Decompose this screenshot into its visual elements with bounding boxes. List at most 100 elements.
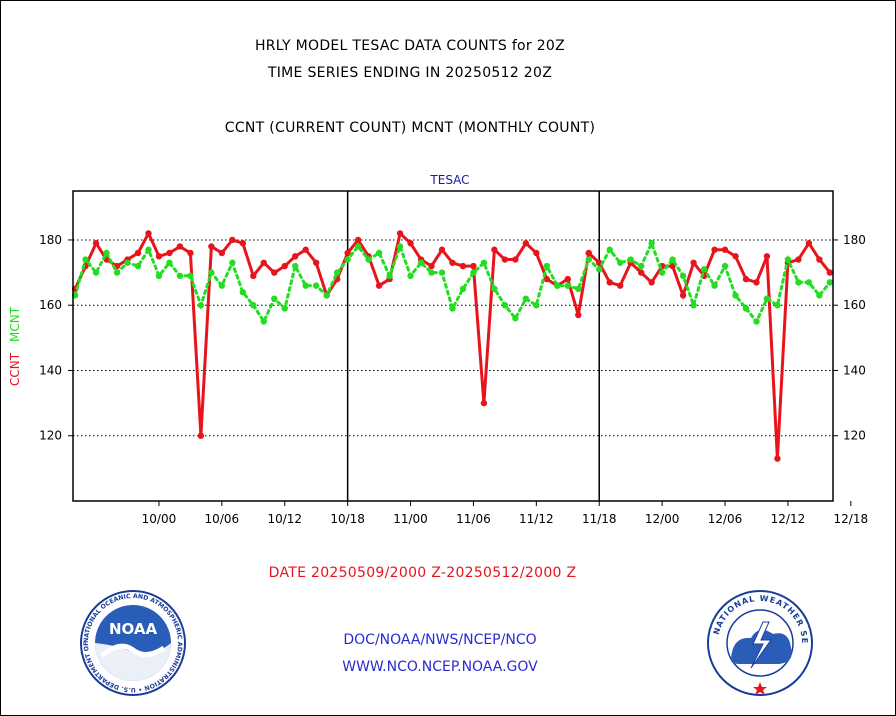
y-tick-label-left: 140 — [39, 363, 62, 377]
x-tick-label: 11/00 — [393, 512, 428, 526]
data-point-ccnt — [533, 249, 540, 257]
data-point-ccnt — [753, 279, 760, 286]
data-point-mcnt — [753, 318, 760, 325]
data-point-mcnt — [176, 272, 184, 280]
data-point-mcnt — [711, 282, 718, 289]
data-point-mcnt — [333, 269, 341, 276]
y-tick-label-right: 160 — [843, 298, 866, 312]
data-point-ccnt — [271, 269, 278, 276]
data-point-mcnt — [260, 318, 267, 325]
data-point-mcnt — [554, 282, 561, 289]
data-point-mcnt — [480, 259, 488, 266]
data-point-mcnt — [774, 302, 781, 309]
data-point-mcnt — [784, 256, 792, 263]
data-point-mcnt — [134, 262, 142, 270]
data-point-ccnt — [711, 246, 718, 253]
data-point-mcnt — [92, 269, 100, 276]
x-tick-label: 11/12 — [519, 512, 554, 526]
data-point-ccnt — [344, 249, 351, 257]
data-point-ccnt — [197, 432, 205, 439]
data-point-mcnt — [501, 302, 509, 309]
data-point-ccnt — [134, 249, 142, 257]
data-point-ccnt — [438, 246, 446, 253]
data-point-mcnt — [533, 302, 540, 309]
data-point-mcnt — [103, 249, 110, 257]
x-tick-label: 12/06 — [708, 512, 743, 526]
footer-link-doc-noaa[interactable]: DOC/NOAA/NWS/NCEP/NCO — [343, 632, 537, 648]
data-point-mcnt — [805, 279, 813, 286]
data-point-ccnt — [292, 253, 299, 260]
data-point-mcnt — [271, 295, 278, 302]
data-point-mcnt — [229, 259, 236, 266]
data-point-ccnt — [617, 282, 624, 289]
data-point-mcnt — [585, 256, 592, 263]
data-point-mcnt — [470, 269, 477, 276]
data-point-ccnt — [732, 253, 739, 260]
data-point-mcnt — [606, 246, 613, 253]
data-point-mcnt — [292, 262, 299, 270]
data-point-ccnt — [407, 240, 414, 247]
nws-logo[interactable]: NATIONAL WEATHER SERVICE — [707, 590, 813, 696]
data-point-mcnt — [690, 302, 697, 309]
data-point-ccnt — [585, 249, 592, 257]
data-point-ccnt — [721, 246, 729, 253]
data-point-ccnt — [428, 262, 435, 270]
data-point-ccnt — [375, 282, 383, 289]
x-tick-label: 10/06 — [205, 512, 240, 526]
data-point-ccnt — [826, 269, 834, 276]
data-point-mcnt — [281, 305, 288, 312]
data-point-ccnt — [480, 399, 488, 407]
data-point-ccnt — [313, 259, 320, 266]
data-point-ccnt — [501, 256, 509, 263]
x-tick-label: 12/00 — [645, 512, 680, 526]
data-point-mcnt — [313, 282, 320, 289]
x-tick-label: 12/12 — [771, 512, 806, 526]
data-point-ccnt — [354, 236, 362, 244]
data-point-mcnt — [596, 266, 603, 273]
data-point-ccnt — [92, 240, 100, 247]
data-point-mcnt — [208, 269, 215, 276]
plot-area-border — [72, 190, 834, 502]
data-point-mcnt — [575, 285, 582, 293]
data-point-ccnt — [690, 259, 697, 266]
data-point-ccnt — [795, 256, 802, 263]
data-point-mcnt — [816, 292, 823, 299]
data-point-ccnt — [218, 249, 226, 257]
data-point-ccnt — [543, 275, 551, 283]
data-point-mcnt — [375, 249, 383, 257]
data-point-ccnt — [606, 279, 613, 286]
data-point-mcnt — [428, 269, 435, 276]
y-tick-label-right: 180 — [843, 233, 866, 247]
y-tick-label-left: 160 — [39, 298, 62, 312]
data-point-ccnt — [166, 249, 173, 257]
data-point-mcnt — [721, 262, 729, 270]
data-point-ccnt — [763, 253, 771, 260]
footer-link-nco-website[interactable]: WWW.NCO.NCEP.NOAA.GOV — [342, 659, 538, 675]
data-point-ccnt — [491, 246, 498, 253]
data-point-mcnt — [742, 305, 750, 312]
data-point-mcnt — [218, 282, 226, 289]
y-tick-label-right: 120 — [843, 429, 866, 443]
data-point-mcnt — [449, 305, 456, 312]
data-point-mcnt — [512, 315, 519, 322]
data-point-ccnt — [176, 243, 184, 250]
data-point-ccnt — [239, 240, 247, 247]
data-point-mcnt — [155, 272, 163, 280]
data-point-mcnt — [795, 279, 802, 286]
data-point-ccnt — [816, 256, 823, 263]
data-point-ccnt — [281, 262, 288, 270]
data-point-mcnt — [386, 272, 393, 280]
data-point-mcnt — [763, 295, 771, 302]
y-tick-label-right: 140 — [843, 363, 866, 377]
chart-subtitle: CCNT (CURRENT COUNT) MCNT (MONTHLY COUNT… — [224, 120, 596, 136]
y-tick-label-left: 120 — [39, 429, 62, 443]
data-point-ccnt — [187, 249, 194, 257]
data-point-mcnt — [732, 292, 739, 299]
data-point-mcnt — [145, 246, 152, 253]
noaa-logo[interactable]: NOAA NATIONAL OCEANIC AND ATMOSPHERIC AD… — [80, 590, 186, 696]
chart-title-line-2: TIME SERIES ENDING IN 20250512 20Z — [267, 65, 553, 81]
data-point-ccnt — [155, 253, 163, 260]
data-point-mcnt — [365, 256, 372, 263]
data-point-mcnt — [700, 266, 708, 273]
